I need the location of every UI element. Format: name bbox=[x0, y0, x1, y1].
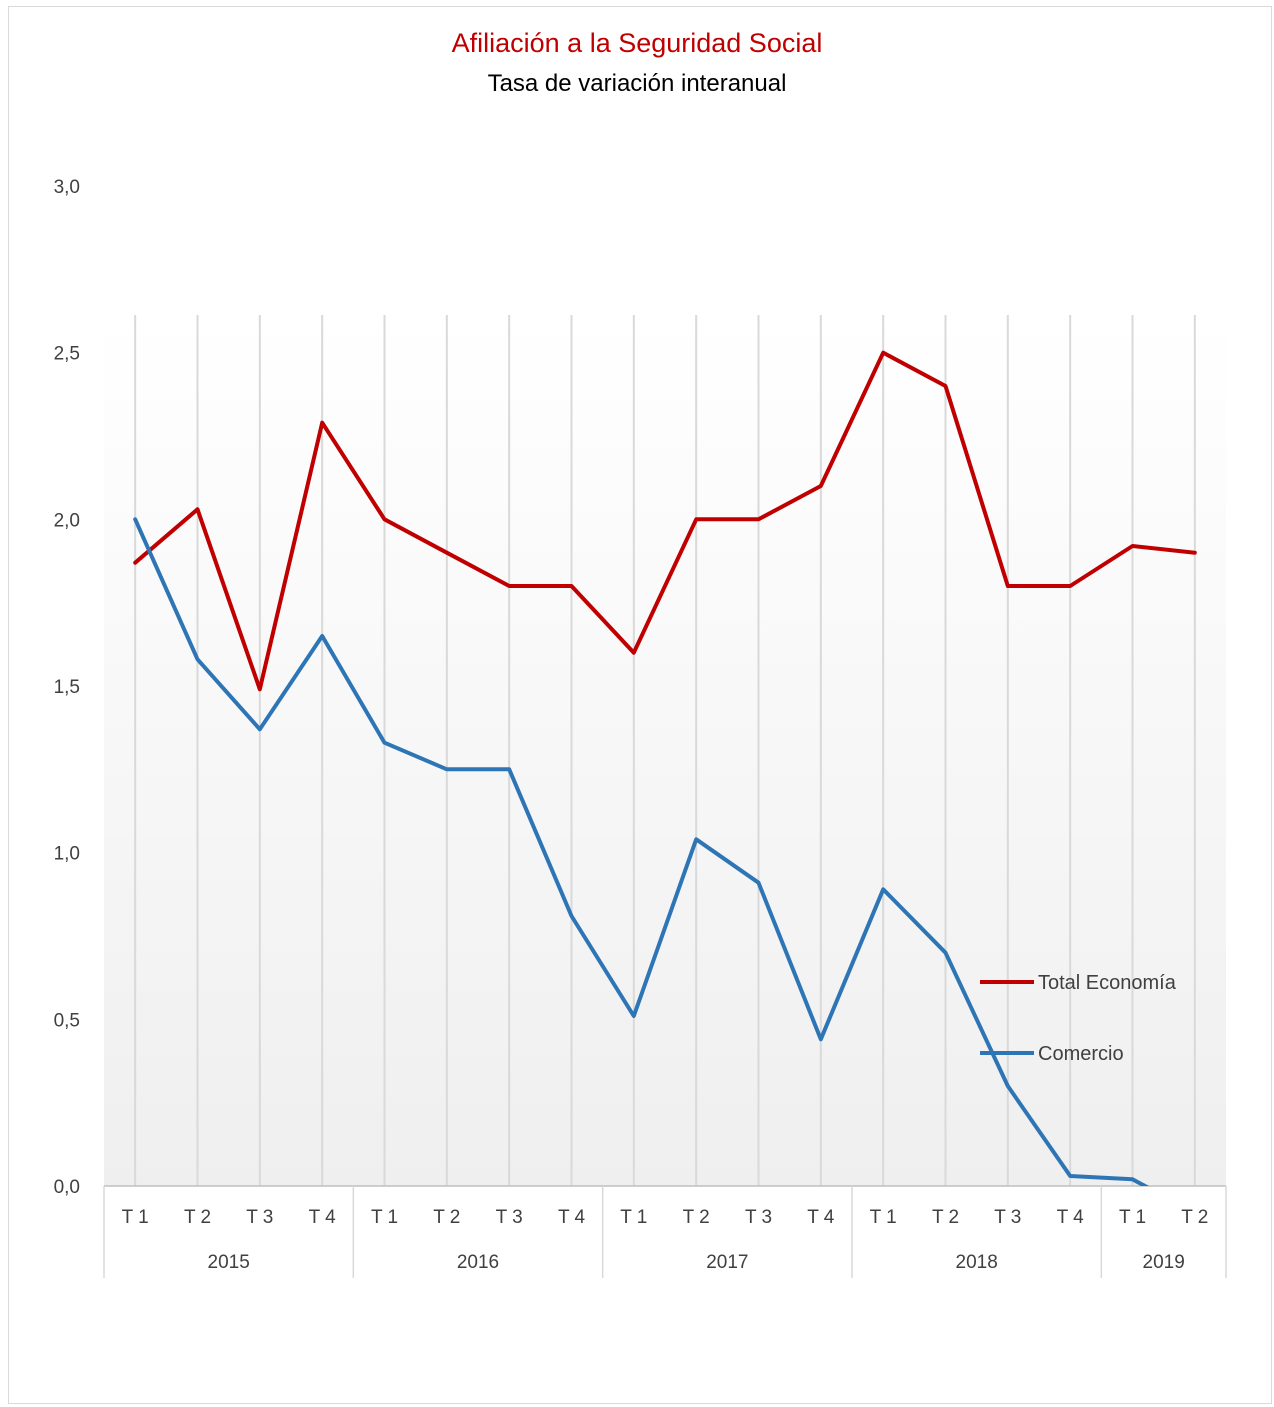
x-tick-label: T 4 bbox=[1057, 1207, 1085, 1228]
x-tick-label: T 1 bbox=[620, 1207, 647, 1228]
y-tick-label: 1,5 bbox=[54, 677, 80, 698]
y-tick-label: 2,5 bbox=[54, 344, 80, 365]
x-tick-label: T 3 bbox=[246, 1207, 273, 1228]
series-lines bbox=[133, 350, 1197, 1186]
grid-lines bbox=[134, 315, 1196, 1186]
x-axis: T 1 T 2 T 3 T 4 T 1 T 2 T 3 T 4 T 1 T 2 T 3 T 4 T 1 T… bbox=[103, 1185, 1227, 1278]
legend-label: Total Economía bbox=[1038, 972, 1177, 994]
series-line-comercio bbox=[133, 517, 1150, 1186]
x-tick-label: T 1 bbox=[870, 1207, 897, 1228]
x-year-label: 2015 bbox=[208, 1252, 250, 1273]
x-tick-label: T 4 bbox=[807, 1207, 835, 1228]
y-tick-label: 0,5 bbox=[54, 1010, 80, 1031]
y-axis: 0,0 0,5 1,0 1,5 2,0 2,5 3,0 bbox=[54, 177, 80, 1198]
series-line-total-economia bbox=[133, 350, 1197, 692]
x-tick-label: T 4 bbox=[309, 1207, 337, 1228]
x-year-label: 2016 bbox=[457, 1252, 499, 1273]
y-tick-label: 3,0 bbox=[54, 177, 80, 198]
x-tick-label: T 2 bbox=[1181, 1207, 1208, 1228]
x-tick-label: T 1 bbox=[122, 1207, 149, 1228]
x-tick-label: T 3 bbox=[496, 1207, 523, 1228]
legend-label: Comercio bbox=[1038, 1043, 1124, 1065]
x-tick-label: T 1 bbox=[1119, 1207, 1146, 1228]
y-tick-label: 0,0 bbox=[54, 1177, 80, 1198]
y-tick-label: 2,0 bbox=[54, 510, 80, 531]
x-tick-label: T 2 bbox=[433, 1207, 460, 1228]
chart-title: Afiliación a la Seguridad Social bbox=[451, 28, 823, 58]
chart-subtitle: Tasa de variación interanual bbox=[487, 70, 787, 97]
x-year-label: 2018 bbox=[956, 1252, 998, 1273]
x-tick-label: T 3 bbox=[745, 1207, 772, 1228]
y-tick-label: 1,0 bbox=[54, 844, 80, 865]
x-tick-label: T 2 bbox=[184, 1207, 211, 1228]
x-tick-label: T 2 bbox=[683, 1207, 710, 1228]
legend: Total Economía Comercio bbox=[980, 972, 1177, 1065]
x-tick-label: T 4 bbox=[558, 1207, 586, 1228]
x-year-label: 2017 bbox=[706, 1252, 748, 1273]
x-tick-label: T 1 bbox=[371, 1207, 398, 1228]
plot-background bbox=[104, 315, 1226, 1186]
x-tick-label: T 2 bbox=[932, 1207, 959, 1228]
x-tick-label: T 3 bbox=[994, 1207, 1021, 1228]
x-year-label: 2019 bbox=[1143, 1252, 1185, 1273]
